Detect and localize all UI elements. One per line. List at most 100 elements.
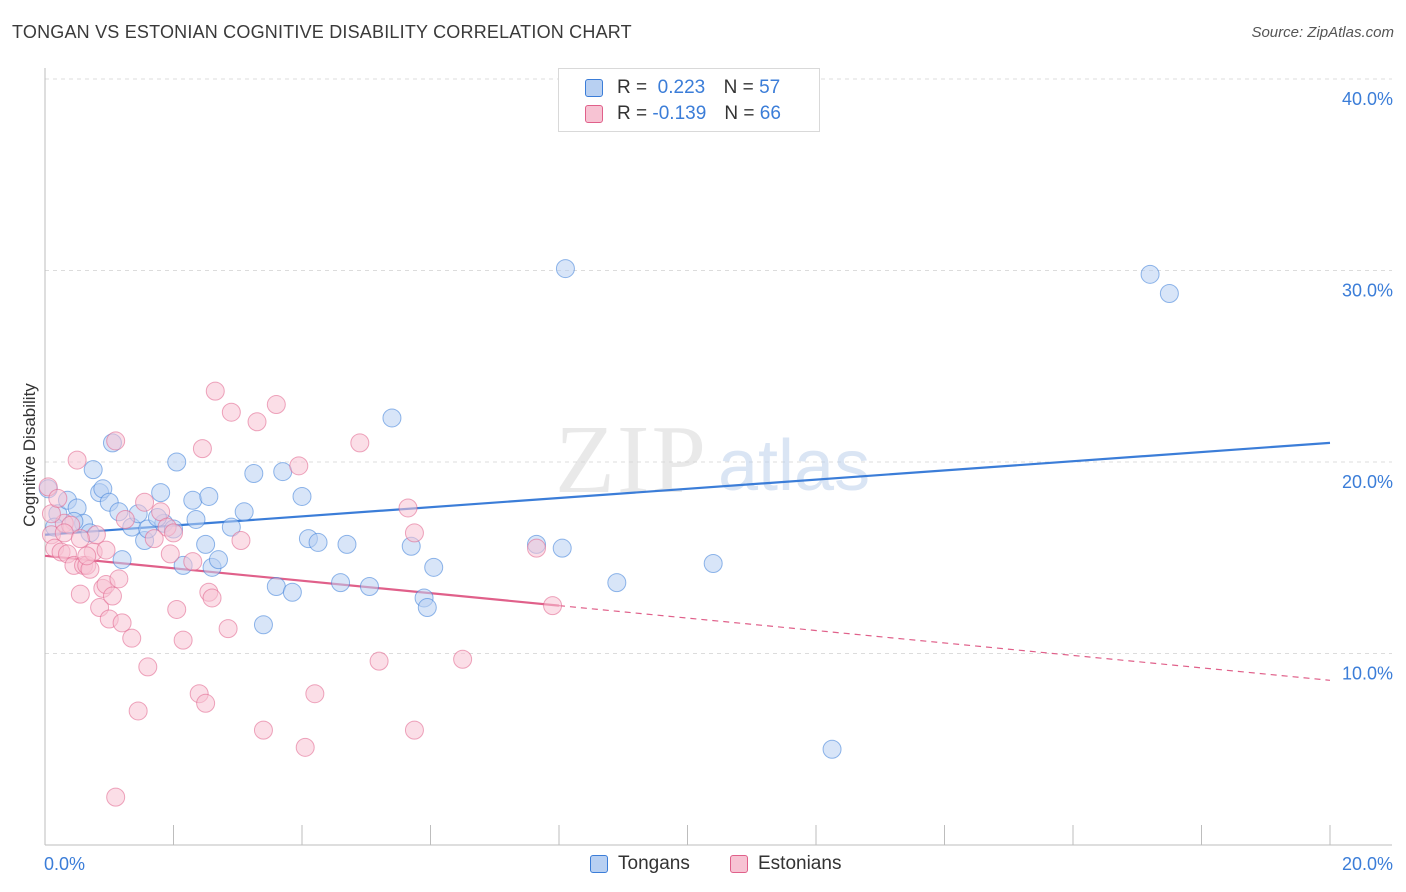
tongans-point: [199, 486, 219, 506]
tongans-point: [83, 460, 103, 480]
tongans-point: [607, 573, 627, 593]
tongans-point: [337, 534, 357, 554]
estonians-point: [527, 538, 547, 558]
tongans-point: [208, 550, 228, 570]
estonians-swatch: [585, 105, 603, 123]
estonians-legend-swatch: [730, 855, 748, 873]
tongans-point: [359, 576, 379, 596]
tongans-point: [555, 259, 575, 279]
estonians-point: [106, 431, 126, 451]
watermark: ZIP atlas: [555, 406, 870, 514]
estonians-point: [48, 488, 68, 508]
estonians-point: [102, 586, 122, 606]
tongans-point: [196, 534, 216, 554]
estonians-point: [404, 720, 424, 740]
tongans-point: [183, 490, 203, 510]
estonians-point: [398, 498, 418, 518]
tongans-trend-line: [44, 441, 1331, 536]
tongans-point: [822, 739, 842, 759]
bottom-legend-tongans[interactable]: Tongans: [590, 852, 690, 876]
watermark-atlas: atlas: [718, 426, 870, 506]
legend-row-tongans: R = 0.223 N = 57: [585, 75, 780, 101]
y-tick-label-20: 20.0%: [1342, 472, 1393, 492]
tongans-point: [1140, 264, 1160, 284]
estonians-legend-label: Estonians: [758, 853, 842, 874]
tongans-point: [417, 598, 437, 618]
estonians-point: [192, 439, 212, 459]
tongans-point: [112, 550, 132, 570]
estonians-point: [453, 649, 473, 669]
tongans-point: [292, 486, 312, 506]
tongans-point: [424, 557, 444, 577]
estonians-point: [70, 529, 90, 549]
tongans-n-value: 57: [759, 77, 781, 98]
estonians-point: [202, 588, 222, 608]
estonians-point: [54, 523, 74, 543]
tongans-point: [234, 502, 254, 522]
x-tick-label-min: 0.0%: [44, 854, 85, 874]
estonians-point: [138, 657, 158, 677]
estonians-point: [122, 628, 142, 648]
r-label: R =: [617, 103, 648, 124]
estonians-point: [173, 630, 193, 650]
estonians-point: [144, 529, 164, 549]
r-label: R =: [617, 77, 648, 98]
estonians-point: [221, 402, 241, 422]
estonians-point: [231, 531, 251, 551]
data-points: [38, 259, 1179, 807]
estonians-point: [112, 613, 132, 633]
estonians-point: [67, 450, 87, 470]
estonians-point: [135, 492, 155, 512]
n-label: N =: [723, 77, 754, 98]
tongans-r-value: 0.223: [657, 77, 706, 98]
bottom-legend-estonians[interactable]: Estonians: [730, 852, 841, 876]
watermark-zip: ZIP: [555, 406, 708, 514]
estonians-point: [196, 693, 216, 713]
estonians-trend-line: [44, 554, 560, 607]
tick-labels: 10.0% 20.0% 30.0% 40.0% 0.0% 20.0%: [44, 89, 1393, 874]
estonians-trend-line-extension: [558, 605, 1331, 681]
estonians-n-value: 66: [759, 103, 781, 124]
axes: [44, 68, 1392, 846]
estonians-point: [205, 381, 225, 401]
estonians-point: [109, 569, 129, 589]
estonians-point: [543, 596, 563, 616]
chart-title: TONGAN VS ESTONIAN COGNITIVE DISABILITY …: [12, 22, 632, 42]
estonians-point: [128, 701, 148, 721]
tongans-point: [221, 517, 241, 537]
source-label[interactable]: Source: ZipAtlas.com: [1251, 24, 1394, 41]
tongans-point: [552, 538, 572, 558]
estonians-point: [86, 525, 106, 545]
estonians-point: [70, 584, 90, 604]
tongans-point: [186, 509, 206, 529]
estonians-point: [266, 395, 286, 415]
estonians-point: [183, 552, 203, 572]
estonians-point: [253, 720, 273, 740]
tongans-point: [253, 615, 273, 635]
estonians-r-value: -0.139: [652, 103, 707, 124]
estonians-point: [247, 412, 267, 432]
tongans-point: [266, 576, 286, 596]
y-tick-label-10: 10.0%: [1342, 664, 1393, 684]
tongans-point: [308, 532, 328, 552]
y-tick-label-40: 40.0%: [1342, 89, 1393, 109]
estonians-point: [106, 787, 126, 807]
estonians-point: [305, 684, 325, 704]
estonians-point: [218, 619, 238, 639]
tongans-swatch: [585, 79, 603, 97]
tongans-point: [151, 483, 171, 503]
legend-row-estonians: R = -0.139 N = 66: [585, 101, 781, 127]
estonians-point: [404, 523, 424, 543]
tongans-legend-swatch: [590, 855, 608, 873]
estonians-point: [164, 523, 183, 543]
trend-lines: [44, 441, 1331, 681]
estonians-point: [115, 509, 135, 529]
estonians-point: [289, 456, 309, 476]
tongans-point: [331, 573, 351, 593]
y-tick-label-30: 30.0%: [1342, 281, 1393, 301]
x-tick-label-max: 20.0%: [1342, 854, 1393, 874]
tongans-legend-label: Tongans: [618, 853, 690, 874]
estonians-point: [77, 546, 97, 566]
tongans-point: [167, 452, 187, 472]
